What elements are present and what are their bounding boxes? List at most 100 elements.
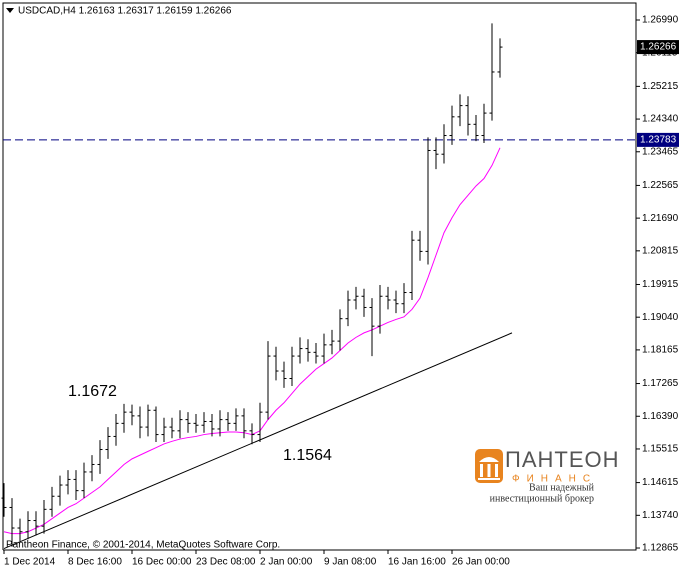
price-bar bbox=[289, 346, 295, 386]
trendline bbox=[3, 332, 513, 550]
price-bar bbox=[297, 337, 303, 364]
price-bar bbox=[177, 410, 183, 439]
price-bar bbox=[129, 404, 135, 426]
annotation: 1.1672 bbox=[68, 383, 117, 400]
price-bar bbox=[57, 475, 63, 506]
price-bar bbox=[393, 290, 399, 314]
price-bar bbox=[473, 114, 479, 142]
price-bar bbox=[273, 346, 279, 381]
logo: ПАНТЕОН ФИНАНС Ваш надежный инвестиционн… bbox=[475, 447, 620, 504]
price-bar bbox=[217, 410, 223, 437]
price-bar bbox=[249, 423, 255, 445]
y-tick-label: 1.14615 bbox=[642, 477, 679, 488]
chart-title: USDCAD,H4 1.26163 1.26317 1.26159 1.2626… bbox=[18, 6, 232, 17]
price-bar bbox=[97, 440, 103, 474]
price-bar bbox=[25, 511, 31, 540]
price-bar bbox=[257, 402, 263, 443]
price-bar bbox=[41, 499, 47, 534]
price-bar bbox=[281, 361, 287, 388]
price-bar bbox=[65, 470, 71, 495]
price-bar bbox=[145, 404, 151, 437]
price-bar bbox=[233, 408, 239, 431]
y-tick-label: 1.16390 bbox=[642, 411, 679, 422]
price-bar bbox=[305, 339, 311, 362]
price-bar bbox=[193, 414, 199, 433]
price-bar bbox=[497, 38, 503, 78]
x-tick-label: 8 Dec 16:00 bbox=[68, 557, 122, 568]
price-bar bbox=[73, 470, 79, 500]
price-bar bbox=[185, 412, 191, 433]
price-bar bbox=[433, 137, 439, 170]
price-bar bbox=[81, 462, 87, 499]
price-bar bbox=[361, 288, 367, 317]
price-bar bbox=[105, 427, 111, 459]
price-bar bbox=[441, 124, 447, 164]
x-tick-label: 9 Jan 08:00 bbox=[324, 557, 377, 568]
price-bar bbox=[481, 103, 487, 143]
y-tick-label: 1.17265 bbox=[642, 378, 679, 389]
price-bar bbox=[241, 408, 247, 439]
price-bar bbox=[369, 298, 375, 357]
x-tick-label: 16 Dec 00:00 bbox=[132, 557, 192, 568]
x-tick-label: 23 Dec 08:00 bbox=[196, 557, 256, 568]
price-bar bbox=[353, 286, 359, 310]
x-tick-label: 26 Jan 00:00 bbox=[452, 557, 510, 568]
price-bar bbox=[489, 23, 495, 121]
y-tick-label: 1.21690 bbox=[642, 213, 679, 224]
y-tick-label: 1.25215 bbox=[642, 81, 679, 92]
price-bar bbox=[1, 483, 7, 517]
price-bar bbox=[385, 286, 391, 310]
price-bar bbox=[345, 290, 351, 327]
price-box-label: 1.26266 bbox=[640, 42, 677, 53]
price-bar bbox=[121, 403, 127, 433]
y-tick-label: 1.18165 bbox=[642, 345, 679, 356]
y-tick-label: 1.19915 bbox=[642, 279, 679, 290]
price-bar bbox=[313, 342, 319, 364]
price-bar bbox=[49, 486, 55, 517]
y-tick-label: 1.24340 bbox=[642, 114, 679, 125]
price-bar bbox=[161, 417, 167, 443]
x-tick-label: 1 Dec 2014 bbox=[4, 557, 56, 568]
x-tick-label: 16 Jan 16:00 bbox=[388, 557, 446, 568]
price-bar bbox=[33, 511, 39, 536]
menu-arrow[interactable] bbox=[6, 8, 14, 13]
price-bar bbox=[209, 414, 215, 437]
plot-frame bbox=[2, 2, 637, 551]
price-bar bbox=[377, 285, 383, 334]
y-tick-label: 1.23465 bbox=[642, 146, 679, 157]
y-tick-label: 1.20815 bbox=[642, 245, 679, 256]
price-bar bbox=[113, 414, 119, 446]
y-tick-label: 1.12865 bbox=[642, 543, 679, 554]
price-bar bbox=[17, 518, 23, 542]
price-bar bbox=[9, 498, 15, 547]
price-bar bbox=[465, 96, 471, 136]
price-box bbox=[637, 132, 679, 147]
price-bar bbox=[425, 137, 431, 265]
y-tick-label: 1.19040 bbox=[642, 312, 679, 323]
x-tick-label: 2 Jan 00:00 bbox=[260, 557, 313, 568]
logo-name: ПАНТЕОН bbox=[505, 447, 620, 472]
price-bar bbox=[449, 105, 455, 145]
price-bar bbox=[169, 417, 175, 439]
price-bar bbox=[321, 333, 327, 364]
logo-slogan: инвестиционный брокер bbox=[490, 493, 594, 504]
logo-slogan: Ваш надежный bbox=[529, 482, 595, 493]
price-bar bbox=[409, 230, 415, 300]
y-tick-label: 1.15515 bbox=[642, 444, 679, 455]
price-bar bbox=[265, 341, 271, 420]
price-bar bbox=[137, 406, 143, 439]
price-bar bbox=[457, 94, 463, 127]
annotation: 1.1564 bbox=[283, 447, 332, 464]
price-bar bbox=[201, 412, 207, 433]
price-bar bbox=[417, 230, 423, 261]
logo-columns bbox=[478, 457, 500, 480]
price-bar bbox=[329, 329, 335, 355]
price-bar bbox=[225, 412, 231, 431]
y-tick-label: 1.22565 bbox=[642, 180, 679, 191]
y-tick-label: 1.26990 bbox=[642, 15, 679, 26]
price-box-label: 1.23783 bbox=[640, 135, 677, 146]
copyright: Pantheon Finance, © 2001-2014, MetaQuote… bbox=[6, 540, 280, 551]
price-bar bbox=[89, 455, 95, 482]
